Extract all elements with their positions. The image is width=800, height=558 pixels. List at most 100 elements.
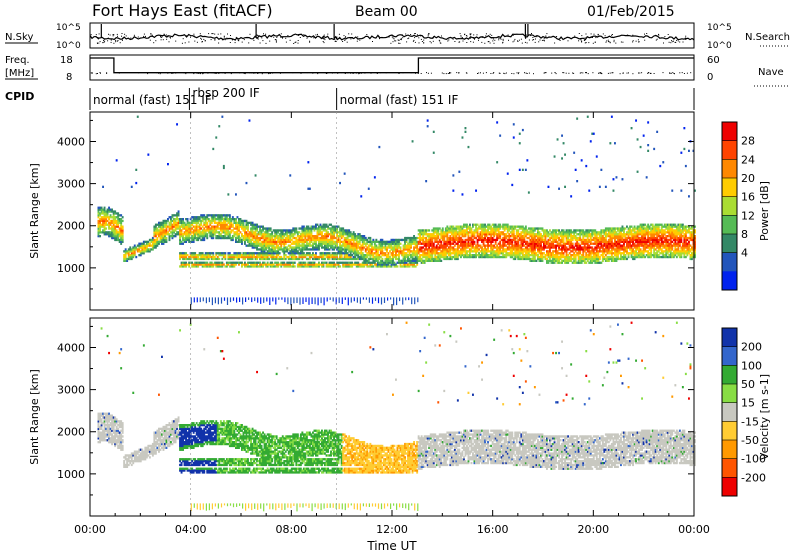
nave-dot	[674, 73, 675, 74]
noise-search-dot	[646, 33, 647, 34]
noise-search-dot	[262, 40, 263, 41]
nave-dot	[610, 73, 611, 74]
nave-dot	[490, 73, 491, 74]
noise-search-dot	[406, 41, 407, 42]
noise-search-dot	[281, 33, 282, 34]
noise-search-dot	[478, 40, 479, 41]
power-cell	[374, 176, 376, 178]
power-cell	[462, 136, 464, 138]
nave-dot	[562, 72, 563, 73]
power-cell	[412, 140, 414, 142]
noise-search-dot	[182, 43, 183, 44]
nave-dot	[671, 73, 672, 74]
power-cell	[294, 265, 296, 267]
noise-search-dot	[193, 34, 194, 35]
noise-search-dot	[535, 42, 536, 43]
noise-search-dot	[99, 33, 100, 34]
noise-search-dot	[502, 42, 503, 43]
nave-dot	[361, 73, 362, 74]
noise-left-tick-bottom: 10^0	[56, 41, 81, 51]
power-cell	[246, 182, 248, 184]
power-cell	[221, 116, 223, 118]
power-cell	[433, 131, 435, 133]
noise-search-dot	[477, 34, 478, 35]
nave-dot	[533, 73, 534, 74]
power-cell	[212, 252, 214, 254]
noise-search-dot	[473, 34, 474, 35]
noise-search-dot	[194, 41, 195, 42]
noise-search-dot	[183, 34, 184, 35]
noise-search-dot	[673, 41, 674, 42]
noise-search-dot	[148, 37, 149, 38]
noise-search-dot	[614, 41, 615, 42]
noise-search-dot	[98, 43, 99, 44]
nave-dot	[356, 73, 357, 74]
nave-dot	[283, 72, 284, 73]
power-cell	[339, 265, 341, 267]
power-cell	[135, 169, 137, 171]
nave-dot	[312, 73, 313, 74]
noise-search-dot	[513, 41, 514, 42]
nave-dot	[506, 73, 507, 74]
noise-search-dot	[144, 34, 145, 35]
nave-dot	[627, 73, 628, 74]
nave-dot	[249, 72, 250, 73]
nave-dot	[106, 72, 107, 73]
power-cell	[378, 146, 380, 148]
freq-panel: Freq. [MHz] 18 8 60 0 Nave	[5, 55, 790, 86]
noise-search-dot	[676, 40, 677, 41]
noise-search-dot	[211, 39, 212, 40]
power-cell	[522, 169, 524, 171]
noise-search-dot	[96, 34, 97, 35]
noise-search-dot	[188, 35, 189, 36]
power-cell	[147, 154, 149, 156]
power-cell	[519, 169, 521, 171]
power-cell	[519, 133, 521, 135]
nave-dot	[477, 73, 478, 74]
noise-search-dot	[276, 42, 277, 43]
noise-search-dot	[675, 42, 676, 43]
nave-dot	[255, 72, 256, 73]
nave-dot	[647, 73, 648, 74]
noise-search-dot	[579, 33, 580, 34]
power-cell	[427, 125, 429, 127]
nave-tick-bottom: 0	[707, 72, 713, 83]
noise-search-dot	[117, 36, 118, 37]
noise-search-dot	[276, 40, 277, 41]
nave-dot	[193, 73, 194, 74]
noise-search-dot	[108, 34, 109, 35]
nave-dot	[292, 72, 293, 73]
power-cell	[218, 125, 220, 127]
nave-dot	[442, 73, 443, 74]
power-cell	[167, 163, 169, 165]
noise-search-dot	[391, 35, 392, 36]
noise-search-dot	[488, 41, 489, 42]
noise-left-label: N.Sky	[5, 32, 33, 43]
noise-search-dot	[327, 34, 328, 35]
noise-search-dot	[352, 37, 353, 38]
power-cell	[224, 252, 226, 254]
power-cell	[433, 152, 435, 154]
noise-search-dot	[614, 40, 615, 41]
noise-search-dot	[544, 38, 545, 39]
noise-search-dot	[428, 33, 429, 34]
nave-dot	[672, 72, 673, 73]
nave-dot	[243, 73, 244, 74]
power-cell	[294, 262, 296, 264]
nave-dot	[573, 73, 574, 74]
power-cell	[474, 241, 476, 243]
noise-search-dot	[482, 37, 483, 38]
noise-search-dot	[545, 36, 546, 37]
noise-search-dot	[542, 40, 543, 41]
nave-dot	[411, 72, 412, 73]
noise-search-dot	[334, 39, 335, 40]
noise-search-dot	[97, 43, 98, 44]
noise-search-dot	[265, 34, 266, 35]
noise-search-dot	[609, 41, 610, 42]
nave-dot	[580, 73, 581, 74]
nave-dot	[504, 73, 505, 74]
noise-search-dot	[324, 42, 325, 43]
nave-tick-top: 60	[707, 55, 720, 66]
power-cell	[442, 227, 444, 229]
